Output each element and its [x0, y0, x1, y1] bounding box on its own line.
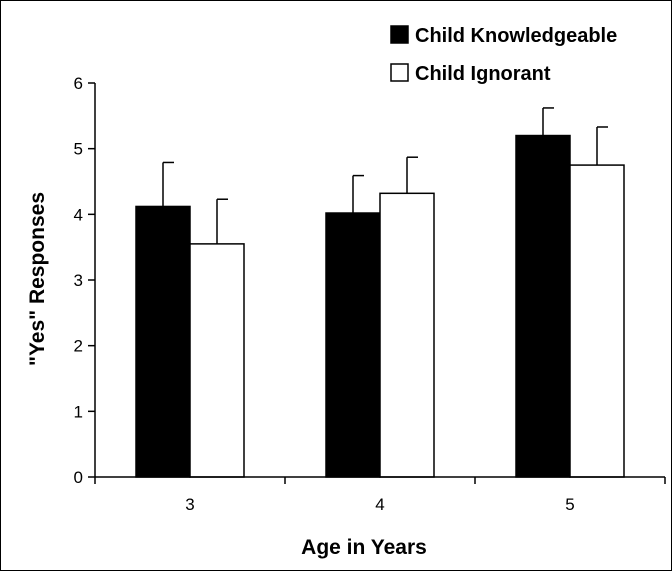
- y-axis-title: "Yes" Responses: [26, 192, 49, 366]
- bar-ignorant-age-3: [189, 243, 245, 478]
- error-bars-layer: [162, 107, 608, 244]
- y-tick-label-5: 5: [74, 140, 83, 159]
- y-tick-label-0: 0: [74, 468, 83, 487]
- y-tick-label-1: 1: [74, 402, 83, 421]
- x-tick-label-3: 3: [185, 495, 194, 514]
- legend-label-knowledgeable: Child Knowledgeable: [415, 25, 617, 47]
- x-tick-label-5: 5: [565, 495, 574, 514]
- bar-knowledgeable-age-5: [515, 134, 571, 478]
- x-tick-labels: 3 4 5: [185, 495, 574, 514]
- y-tick-label-2: 2: [74, 337, 83, 356]
- y-tick-label-4: 4: [74, 205, 83, 224]
- bar-knowledgeable-age-3: [135, 205, 191, 478]
- y-tick-label-6: 6: [74, 74, 83, 93]
- legend: Child Knowledgeable Child Ignorant: [390, 25, 617, 85]
- x-axis-title: Age in Years: [301, 536, 427, 559]
- legend-swatch-knowledgeable: [390, 25, 409, 44]
- y-tick-label-3: 3: [74, 271, 83, 290]
- bar-knowledgeable-age-4: [325, 212, 381, 478]
- bars-layer: [135, 134, 625, 478]
- legend-label-ignorant: Child Ignorant: [415, 63, 551, 85]
- y-tick-labels: 0 1 2 3 4 5 6: [74, 74, 83, 487]
- bar-ignorant-age-5: [569, 164, 625, 478]
- legend-swatch-ignorant: [390, 63, 409, 82]
- x-tick-label-4: 4: [375, 495, 384, 514]
- axes-layer: [88, 82, 666, 484]
- bar-ignorant-age-4: [379, 192, 435, 478]
